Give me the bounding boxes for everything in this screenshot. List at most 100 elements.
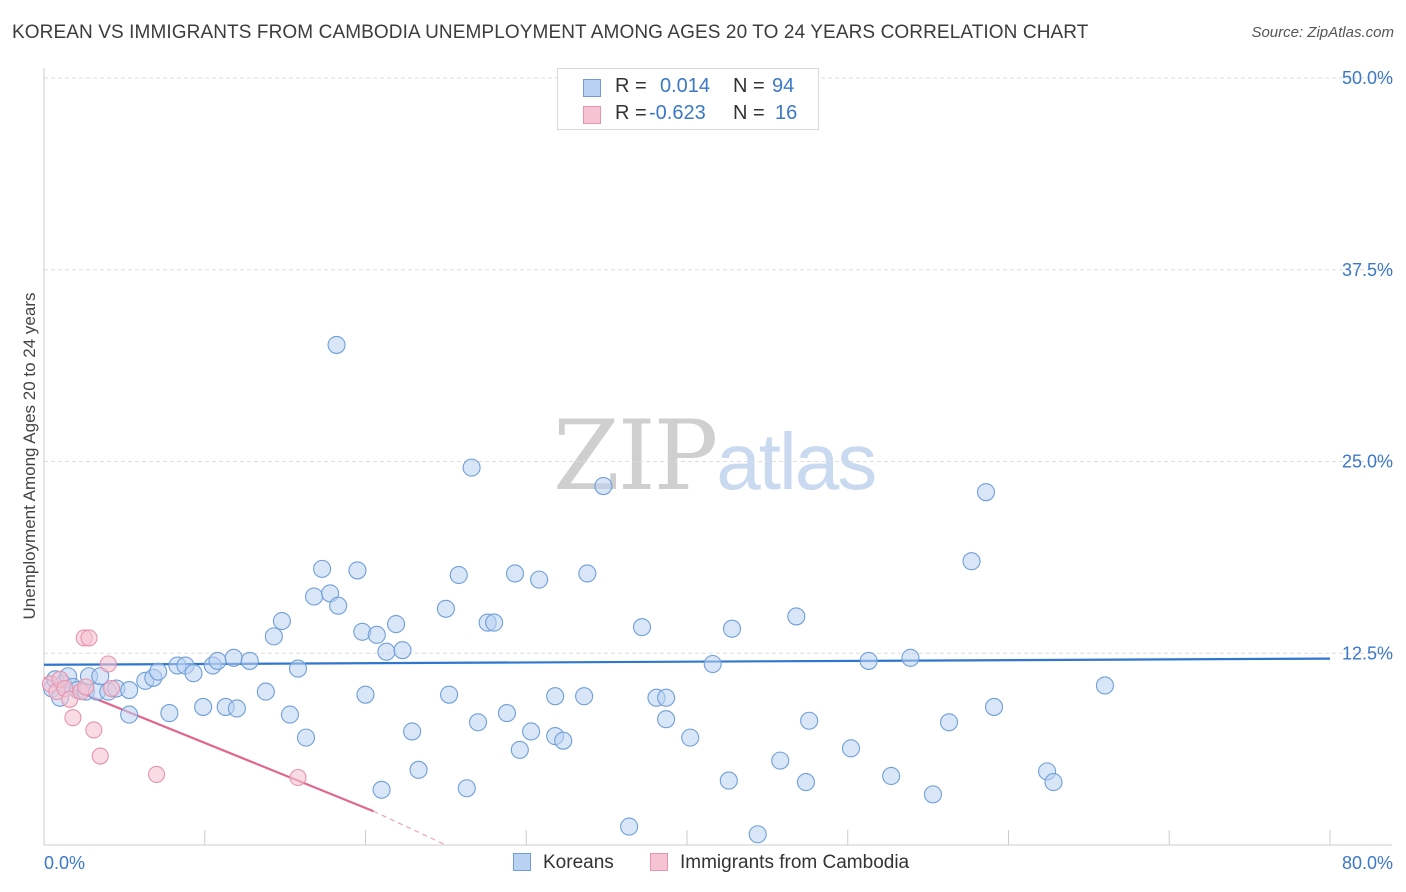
korean-point	[657, 710, 676, 729]
korean-point	[224, 648, 243, 667]
legend-item-koreans[interactable]: Koreans	[513, 852, 614, 874]
korean-point	[882, 766, 901, 786]
korean-point	[841, 739, 861, 758]
korean-point	[984, 697, 1004, 716]
korean-point	[436, 599, 455, 618]
cambodia-point	[80, 629, 98, 647]
cambodia-point	[91, 747, 109, 765]
watermark-zip: ZIP	[553, 400, 718, 512]
x-tick-label: 80.0%	[1342, 853, 1393, 873]
korean-point	[962, 552, 981, 571]
korean-point	[976, 483, 996, 502]
axis-layer	[43, 68, 1392, 846]
cambodia-swatch	[583, 106, 601, 124]
korean-point	[348, 561, 367, 580]
korean-point	[796, 773, 816, 792]
tick-label-layer: 12.5% 25.0% 37.5% 50.0% 0.0% 80.0%	[44, 68, 1393, 873]
korean-point	[800, 711, 819, 730]
korean-point	[409, 760, 428, 779]
korean-point	[367, 625, 386, 644]
korean-point	[522, 722, 541, 741]
korean-point	[657, 688, 676, 707]
korean-point	[530, 570, 549, 589]
n-value: 16	[775, 102, 798, 124]
korean-point	[923, 785, 942, 804]
korean-point	[771, 751, 790, 770]
korean-point	[681, 728, 700, 747]
r-label: R =	[615, 75, 647, 97]
korean-point	[440, 685, 459, 704]
cambodia-legend-swatch	[650, 853, 668, 871]
korean-point	[497, 704, 517, 723]
korean-point	[620, 817, 639, 836]
bottom-legend: Koreans Immigrants from Cambodia	[0, 852, 1406, 878]
points-layer	[41, 335, 1114, 844]
korean-point	[305, 587, 324, 606]
korean-point	[280, 705, 299, 724]
korean-point	[227, 699, 246, 718]
n-value: 94	[772, 75, 795, 97]
korean-point	[449, 565, 468, 585]
cambodia-legend-label: Immigrants from Cambodia	[680, 852, 910, 873]
y-tick-label: 37.5%	[1342, 260, 1393, 280]
korean-point	[901, 648, 920, 667]
cambodia-point	[102, 679, 121, 698]
x-tick-label: 0.0%	[44, 853, 85, 873]
korean-point	[272, 611, 291, 631]
trend-layer	[43, 657, 1331, 846]
cambodia-point	[99, 655, 117, 673]
cambodia-point	[289, 768, 307, 787]
korean-point	[462, 458, 481, 477]
cambodia-point	[147, 765, 166, 783]
korean-point	[194, 697, 213, 716]
korean-point	[386, 615, 406, 634]
korean-point	[288, 659, 308, 678]
korean-point	[457, 779, 476, 798]
korean-point	[594, 476, 613, 496]
cambodia-trend-extension	[373, 810, 447, 846]
korean-point	[327, 335, 346, 354]
cambodia-point	[77, 678, 95, 696]
korean-point	[256, 682, 275, 701]
korean-point	[377, 642, 396, 661]
r-value: -0.623	[649, 102, 706, 124]
korean-point	[120, 705, 139, 724]
korean-point	[120, 681, 139, 700]
stats-legend: R = 0.014 N = 94 R = -0.623 N = 16	[557, 68, 819, 130]
korean-point	[1044, 773, 1063, 792]
r-value: 0.014	[660, 75, 711, 97]
korean-point	[356, 685, 375, 704]
korean-point	[403, 722, 422, 741]
n-label: N =	[733, 102, 765, 124]
korean-point	[546, 687, 565, 706]
cambodia-point	[64, 709, 82, 727]
korean-point	[703, 654, 722, 674]
koreans-legend-swatch	[513, 853, 531, 871]
korean-point	[160, 704, 179, 723]
korean-point	[578, 564, 597, 583]
korean-point	[939, 713, 959, 732]
korean-point	[510, 740, 529, 759]
korean-point	[485, 613, 504, 632]
legend-item-cambodia[interactable]: Immigrants from Cambodia	[650, 852, 909, 874]
chart-title: KOREAN VS IMMIGRANTS FROM CAMBODIA UNEMP…	[12, 22, 1089, 43]
korean-point	[468, 713, 488, 732]
stats-row-cambodia: R = -0.623 N = 16	[558, 102, 818, 128]
korean-point	[296, 728, 316, 747]
y-tick-label: 25.0%	[1342, 452, 1393, 472]
korean-point	[393, 641, 412, 660]
y-tick-label: 50.0%	[1342, 68, 1393, 88]
korean-point	[240, 651, 259, 670]
koreans-swatch	[583, 79, 601, 97]
korean-point	[208, 651, 227, 670]
korean-point	[787, 607, 806, 626]
korean-point	[91, 667, 110, 686]
korean-point	[632, 618, 652, 637]
korean-point	[748, 825, 767, 844]
stats-row-koreans: R = 0.014 N = 94	[558, 75, 818, 101]
n-label: N =	[733, 75, 765, 97]
korean-point	[722, 619, 742, 638]
korean-point	[1095, 676, 1114, 695]
korean-point	[505, 564, 525, 583]
